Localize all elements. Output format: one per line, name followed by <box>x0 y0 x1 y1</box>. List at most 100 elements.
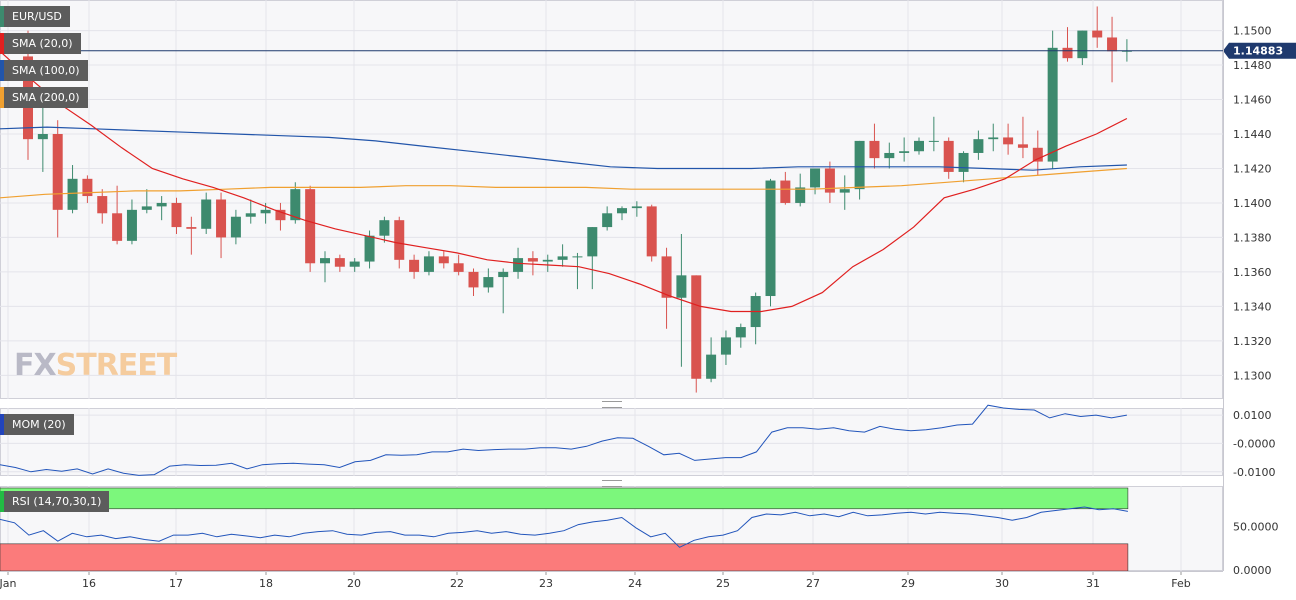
momentum-panel <box>0 404 1127 476</box>
panel-resize-handle[interactable] <box>602 480 622 487</box>
candle-body <box>1062 47 1073 59</box>
indicator-sma20[interactable]: SMA (20,0) <box>0 33 81 54</box>
candle-body <box>631 206 642 209</box>
candle-body <box>290 189 301 221</box>
candle-body <box>661 256 672 298</box>
x-tick-label: 16 <box>82 577 96 590</box>
candle-body <box>260 209 271 214</box>
price-tick-label: 1.1480 <box>1233 59 1272 72</box>
candle-body <box>156 202 167 207</box>
candle-body <box>1032 147 1043 162</box>
fxstreet-logo: FXSTREET <box>14 348 177 383</box>
candle-body <box>453 263 464 272</box>
candle-body <box>498 271 509 278</box>
indicator-sma100[interactable]: SMA (100,0) <box>0 60 88 81</box>
candle-body <box>795 187 806 203</box>
x-tick-label: 23 <box>539 577 553 590</box>
candle-body <box>186 227 197 229</box>
candle-body <box>320 258 330 264</box>
x-tick-label: 20 <box>347 577 361 590</box>
rsi-tick-label: 0.0000 <box>1233 564 1272 577</box>
candle-body <box>245 213 256 217</box>
x-tick-label: 25 <box>716 577 730 590</box>
candle-body <box>854 140 865 190</box>
x-tick-label: 24 <box>628 577 642 590</box>
candle-body <box>869 140 880 159</box>
axes: 1.1500 1.1480 1.1460 1.1440 1.1420 1.1400 1.13… <box>0 0 1279 590</box>
candle-body <box>513 258 524 272</box>
candle-body <box>82 178 93 197</box>
rsi-panel <box>0 487 1129 572</box>
x-tick-label: Feb <box>1171 577 1190 590</box>
x-tick-label: Jan <box>0 577 17 590</box>
price-panel-frame <box>0 0 1223 399</box>
candle-body <box>1107 37 1118 52</box>
candle-body <box>542 259 553 262</box>
momentum-line <box>0 404 1127 476</box>
candle-body <box>171 202 182 228</box>
candle-body <box>706 354 717 379</box>
x-tick-label: 22 <box>450 577 464 590</box>
last-price-tag <box>1223 42 1296 59</box>
candle-body <box>468 271 479 288</box>
indicator-sma200[interactable]: SMA (200,0) <box>0 87 88 108</box>
momentum-panel-frame <box>0 408 1223 476</box>
candle-body <box>409 259 420 272</box>
candle-body <box>602 213 613 228</box>
candle-body <box>230 216 241 238</box>
price-tick-label: 1.1400 <box>1233 197 1272 210</box>
x-tick-label: 17 <box>169 577 183 590</box>
price-tick-label: 1.1380 <box>1233 231 1272 244</box>
candle-body <box>67 178 78 210</box>
sma200-line <box>0 167 1127 199</box>
candle-body <box>305 189 316 264</box>
candle-body <box>1092 30 1103 38</box>
candle-body <box>557 256 568 260</box>
candle-body <box>646 206 657 257</box>
mom-label[interactable]: MOM (20) <box>0 414 74 435</box>
candle-body <box>126 209 137 241</box>
x-tick-label: 27 <box>806 577 820 590</box>
symbol-label[interactable]: EUR/USD <box>0 6 70 27</box>
candle-body <box>958 152 969 172</box>
candle-body <box>527 258 538 262</box>
candle-body <box>720 337 731 355</box>
indicator-sma20-label: SMA (20,0) <box>12 37 73 50</box>
candle-body <box>587 227 598 257</box>
rsi-label[interactable]: RSI (14,70,30,1) <box>0 491 110 512</box>
candle-body <box>943 140 954 172</box>
price-tick-label: 1.1300 <box>1233 369 1272 382</box>
price-tick-label: 1.1440 <box>1233 128 1272 141</box>
rsi-tick-label: 50.0000 <box>1233 520 1279 533</box>
candle-body <box>275 209 286 221</box>
candle-body <box>1003 137 1014 145</box>
candle-body <box>141 206 152 210</box>
candle-body <box>810 168 821 188</box>
candle-body <box>349 261 360 267</box>
candle-body <box>1017 144 1028 148</box>
rsi-overbought-zone <box>0 487 1129 510</box>
panel-resize-handle[interactable] <box>602 401 622 408</box>
mom-tick-label: -0.0000 <box>1233 437 1275 450</box>
candle-body <box>884 152 895 159</box>
candle-body <box>691 275 702 379</box>
candle-body <box>988 137 999 140</box>
candle-body <box>438 256 449 264</box>
mom-tick-label: 0.0100 <box>1233 409 1272 422</box>
candle-body <box>899 151 910 153</box>
candle-body <box>928 140 939 142</box>
candle-body <box>112 213 123 241</box>
candle-body <box>216 199 227 238</box>
candle-body <box>824 168 835 193</box>
candle-body <box>1077 30 1088 59</box>
x-tick-label: 31 <box>1086 577 1100 590</box>
candle-body <box>483 277 494 288</box>
rsi-label-text: RSI (14,70,30,1) <box>12 495 102 508</box>
candle-body <box>423 256 434 272</box>
candle-body <box>201 199 212 229</box>
indicator-sma200-label: SMA (200,0) <box>12 91 80 104</box>
candle-body <box>839 189 850 193</box>
price-tick-label: 1.1360 <box>1233 266 1272 279</box>
candle-body <box>379 220 390 236</box>
